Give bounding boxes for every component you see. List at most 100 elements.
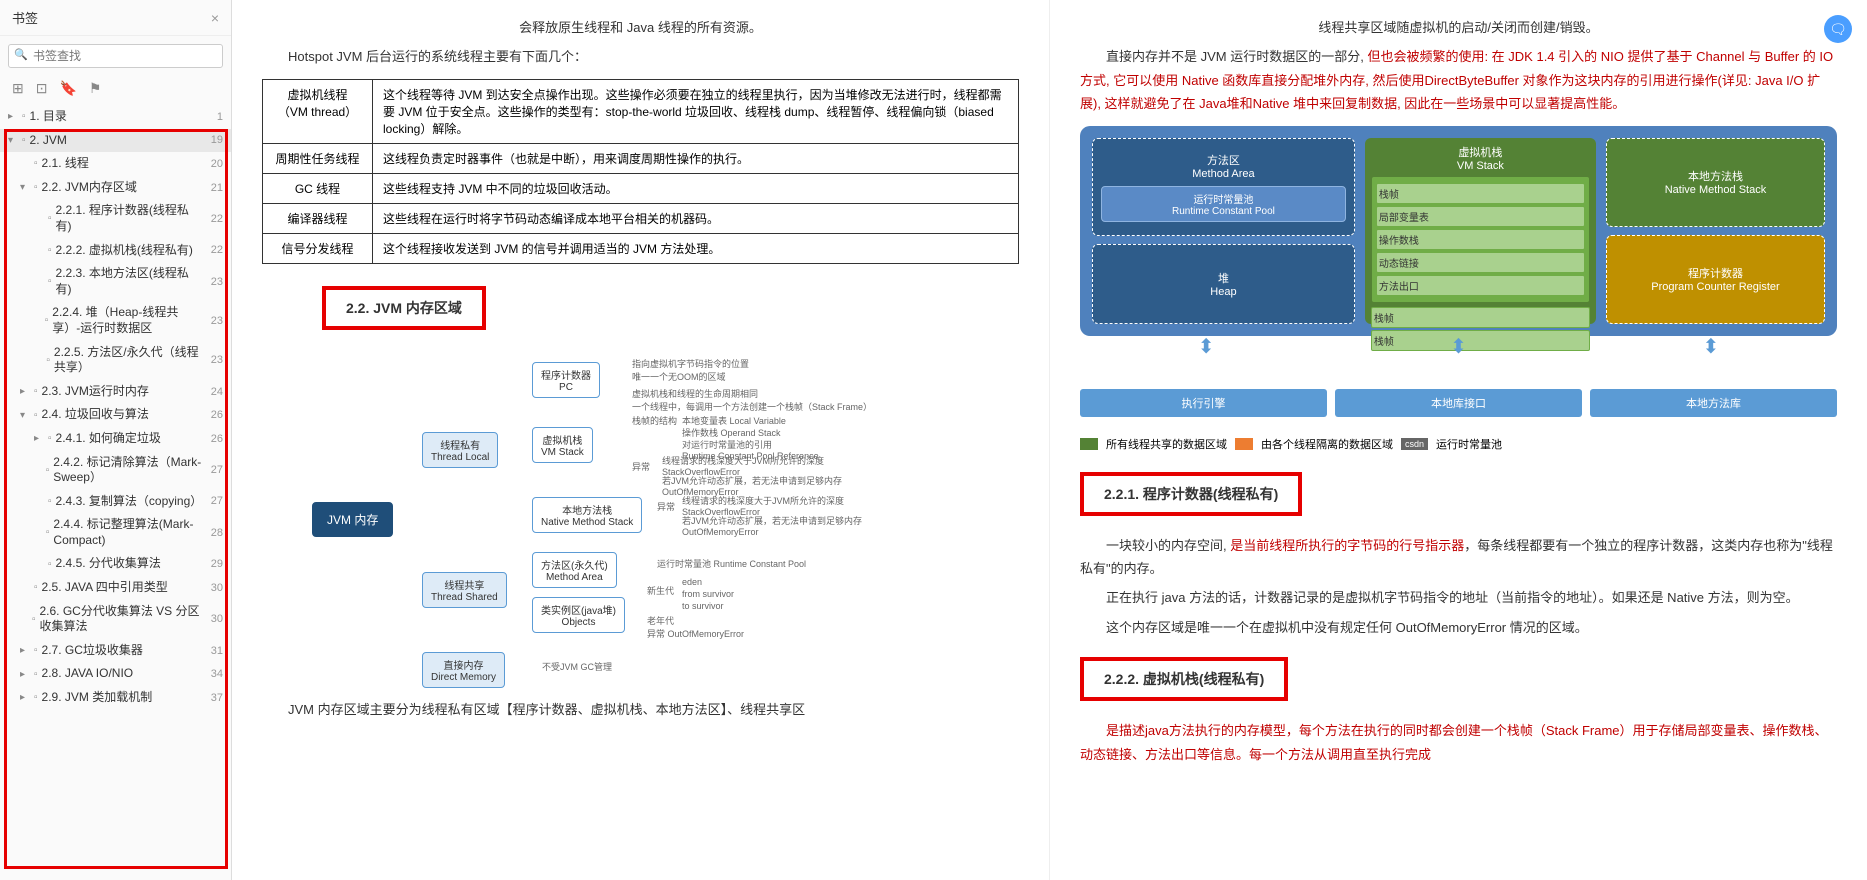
toc-item[interactable]: ▸▫2.9. JVM 类加载机制37 — [0, 686, 231, 710]
legend: 所有线程共享的数据区域 由各个线程隔离的数据区域 csdn 运行时常量池 — [1080, 436, 1837, 452]
toc-item[interactable]: ▫2.4.5. 分代收集算法29 — [0, 552, 231, 576]
exec-engine: 执行引擎 — [1080, 389, 1327, 417]
mm-native-note: 异常 — [657, 500, 675, 513]
page-left: 会释放原生线程和 Java 线程的所有资源。 Hotspot JVM 后台运行的… — [232, 0, 1050, 880]
stack-frame: 栈帧 局部变量表 操作数栈 动态链接 方法出口 — [1371, 176, 1590, 303]
mm-method-area: 方法区(永久代) Method Area — [532, 552, 617, 588]
mm-pc-note1: 指向虚拟机字节码指令的位置 — [632, 357, 749, 370]
table-cell: 编译器线程 — [263, 203, 373, 233]
doc-icon: ▫ — [34, 645, 38, 656]
mm-root: JVM 内存 — [312, 502, 393, 537]
toc-page: 19 — [211, 134, 223, 146]
toc-item[interactable]: ▫2.6. GC分代收集算法 VS 分区收集算法30 — [0, 600, 231, 639]
table-cell: 虚拟机线程（VM thread） — [263, 79, 373, 143]
doc-icon: ▫ — [48, 496, 52, 507]
toc-item[interactable]: ▾▫2.4. 垃圾回收与算法26 — [0, 403, 231, 427]
toc-item[interactable]: ▫2.5. JAVA 四中引用类型30 — [0, 576, 231, 600]
jvm-native-stack: 本地方法栈 Native Method Stack — [1606, 138, 1825, 227]
mm-direct-note: 不受JVM GC管理 — [542, 660, 612, 673]
mm-direct: 直接内存 Direct Memory — [422, 652, 505, 688]
section-221-box: 2.2.1. 程序计数器(线程私有) — [1080, 472, 1302, 516]
search-input[interactable] — [8, 44, 223, 68]
section-22-box: 2.2. JVM 内存区域 — [322, 286, 486, 330]
toc-item[interactable]: ▾▫2.2. JVM内存区域21 — [0, 176, 231, 200]
chevron-icon: ▾ — [20, 182, 30, 193]
toc-item[interactable]: ▸▫2.8. JAVA IO/NIO34 — [0, 662, 231, 686]
doc-icon: ▫ — [34, 410, 38, 421]
mm-vm-note4: 异常 — [632, 460, 650, 473]
vm-stack-title: 虚拟机栈 VM Stack — [1371, 144, 1590, 172]
bookmark-icon[interactable]: 🔖 — [59, 80, 76, 97]
mm-obj-note1: 新生代 — [647, 584, 674, 597]
toc-page: 31 — [211, 645, 223, 657]
toc-item[interactable]: ▫2.2.3. 本地方法区(线程私有)23 — [0, 262, 231, 301]
toc-item[interactable]: ▸▫2.7. GC垃圾收集器31 — [0, 639, 231, 663]
doc-icon: ▫ — [34, 692, 38, 703]
table-cell: 这些线程在运行时将字节码动态编译成本地平台相关的机器码。 — [373, 203, 1019, 233]
jvm-mindmap: JVM 内存 线程私有 Thread Local 线程共享 Thread Sha… — [262, 352, 1019, 692]
mm-vm-note1: 虚拟机栈和线程的生命周期相同 — [632, 387, 758, 400]
runtime-pool: 运行时常量池 Runtime Constant Pool — [1101, 186, 1346, 222]
toc-item[interactable]: ▫2.4.3. 复制算法（copying）27 — [0, 490, 231, 514]
table-row: 虚拟机线程（VM thread）这个线程等待 JVM 到达安全点操作出现。这些操… — [263, 79, 1019, 143]
doc-icon: ▫ — [46, 527, 50, 538]
mm-pc-note2: 唯一一个无OOM的区域 — [632, 370, 726, 383]
toc-item[interactable]: ▫2.4.4. 标记整理算法(Mark-Compact)28 — [0, 513, 231, 552]
toc-label: 2.4.5. 分代收集算法 — [56, 556, 161, 572]
para-221e: 这个内存区域是唯一一个在虚拟机中没有规定任何 OutOfMemoryError … — [1080, 616, 1837, 639]
flag-icon[interactable]: ⚑ — [89, 80, 102, 97]
toc-page: 23 — [211, 315, 223, 327]
toc-item[interactable]: ▫2.2.5. 方法区/永久代（线程共享）23 — [0, 341, 231, 380]
direct-mem-para: 直接内存并不是 JVM 运行时数据区的一部分, 但也会被频繁的使用: 在 JDK… — [1080, 45, 1837, 115]
toc-item[interactable]: ▫2.2.1. 程序计数器(线程私有)22 — [0, 199, 231, 238]
toc-label: 2.4. 垃圾回收与算法 — [42, 407, 149, 423]
toc-label: 2.2.3. 本地方法区(线程私有) — [56, 266, 205, 297]
toc-item[interactable]: ▫2.4.2. 标记清除算法（Mark-Sweep）27 — [0, 451, 231, 490]
para-221d: 正在执行 java 方法的话，计数器记录的是虚拟机字节码指令的地址（当前指令的地… — [1080, 586, 1837, 609]
toc-item[interactable]: ▸▫2.4.1. 如何确定垃圾26 — [0, 427, 231, 451]
table-cell: 这些线程支持 JVM 中不同的垃圾回收活动。 — [373, 173, 1019, 203]
doc-icon: ▫ — [48, 559, 52, 570]
mm-ma-note: 运行时常量池 Runtime Constant Pool — [657, 557, 806, 570]
toc-page: 34 — [211, 668, 223, 680]
table-cell: 这个线程接收发送到 JVM 的信号并调用适当的 JVM 方法处理。 — [373, 233, 1019, 263]
toc-page: 30 — [211, 582, 223, 594]
toc-label: 2.2.5. 方法区/永久代（线程共享） — [54, 345, 205, 376]
mm-obj-note1a: eden — [682, 577, 702, 587]
legend-private: 由各个线程隔离的数据区域 — [1261, 436, 1393, 452]
toc-page: 26 — [211, 433, 223, 445]
mm-obj-note1c: to survivor — [682, 601, 724, 611]
mm-obj-note3: 异常 OutOfMemoryError — [647, 627, 744, 640]
chevron-icon: ▸ — [8, 111, 18, 122]
section-221-title: 2.2.1. 程序计数器(线程私有) — [1104, 484, 1278, 504]
toc-item[interactable]: ▫2.1. 线程20 — [0, 152, 231, 176]
toc-page: 23 — [211, 354, 223, 366]
toc-item[interactable]: ▸▫1. 目录1 — [0, 105, 231, 129]
toc-page: 28 — [211, 527, 223, 539]
table-row: 编译器线程这些线程在运行时将字节码动态编译成本地平台相关的机器码。 — [263, 203, 1019, 233]
doc-icon: ▫ — [22, 111, 26, 122]
table-cell: GC 线程 — [263, 173, 373, 203]
page-right: 🗨 线程共享区域随虚拟机的启动/关闭而创建/销毁。 直接内存并不是 JVM 运行… — [1050, 0, 1867, 880]
toc-item[interactable]: ▾▫2. JVM19 — [0, 129, 231, 153]
toc-label: 1. 目录 — [30, 109, 67, 125]
jvm-vm-stack: 虚拟机栈 VM Stack 栈帧 局部变量表 操作数栈 动态链接 方法出口 栈帧… — [1365, 138, 1596, 324]
toc-page: 24 — [211, 386, 223, 398]
toc-item[interactable]: ▫2.2.2. 虚拟机栈(线程私有)22 — [0, 239, 231, 263]
expand-icon[interactable]: ⊡ — [36, 80, 48, 97]
chevron-icon: ▸ — [20, 645, 30, 656]
add-bookmark-icon[interactable]: ⊞ — [12, 80, 24, 97]
frame-label: 栈帧 — [1376, 183, 1585, 204]
assistant-icon[interactable]: 🗨 — [1824, 15, 1852, 43]
close-icon[interactable]: × — [211, 10, 219, 26]
native-iface: 本地库接口 — [1335, 389, 1582, 417]
frame2: 栈帧 — [1371, 307, 1590, 328]
chevron-icon: ▾ — [8, 135, 18, 146]
toc-label: 2.4.3. 复制算法（copying） — [56, 494, 203, 510]
legend-shared: 所有线程共享的数据区域 — [1106, 436, 1227, 452]
toc-item[interactable]: ▫2.2.4. 堆（Heap-线程共享）-运行时数据区23 — [0, 301, 231, 340]
mm-obj-note2: 老年代 — [647, 614, 674, 627]
para222a: 是描述java方法执行的内存模型，每个方法在执行的同时都会创建一个栈帧（Stac… — [1080, 723, 1828, 761]
toc-label: 2.4.2. 标记清除算法（Mark-Sweep） — [53, 455, 205, 486]
toc-item[interactable]: ▸▫2.3. JVM运行时内存24 — [0, 380, 231, 404]
